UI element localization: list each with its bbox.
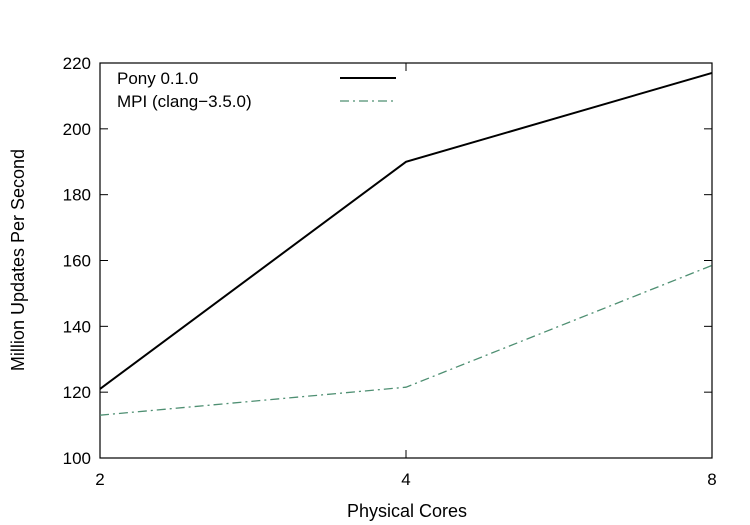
legend-label: Pony 0.1.0 — [117, 69, 198, 88]
y-tick-label: 200 — [63, 120, 91, 139]
y-axis-ticks: 100 120 140 160 180 200 220 — [63, 54, 712, 468]
series-line-pony — [99, 71, 713, 390]
x-tick-label: 8 — [707, 470, 716, 489]
y-tick-label: 160 — [63, 252, 91, 271]
x-tick-label: 4 — [401, 470, 410, 489]
legend: Pony 0.1.0 MPI (clang−3.5.0) — [117, 69, 396, 111]
y-axis-title: Million Updates Per Second — [8, 149, 28, 371]
y-tick-label: 220 — [63, 54, 91, 73]
y-tick-label: 140 — [63, 317, 91, 336]
legend-label: MPI (clang−3.5.0) — [117, 92, 252, 111]
x-tick-label: 2 — [95, 470, 104, 489]
y-tick-label: 120 — [63, 383, 91, 402]
y-tick-label: 180 — [63, 186, 91, 205]
series-layer — [99, 71, 713, 416]
x-axis-title: Physical Cores — [347, 501, 467, 521]
plot-frame — [99, 62, 713, 459]
x-axis-ticks: 2 4 8 — [95, 63, 717, 489]
series-line-mpi — [99, 264, 713, 416]
y-tick-label: 100 — [63, 449, 91, 468]
